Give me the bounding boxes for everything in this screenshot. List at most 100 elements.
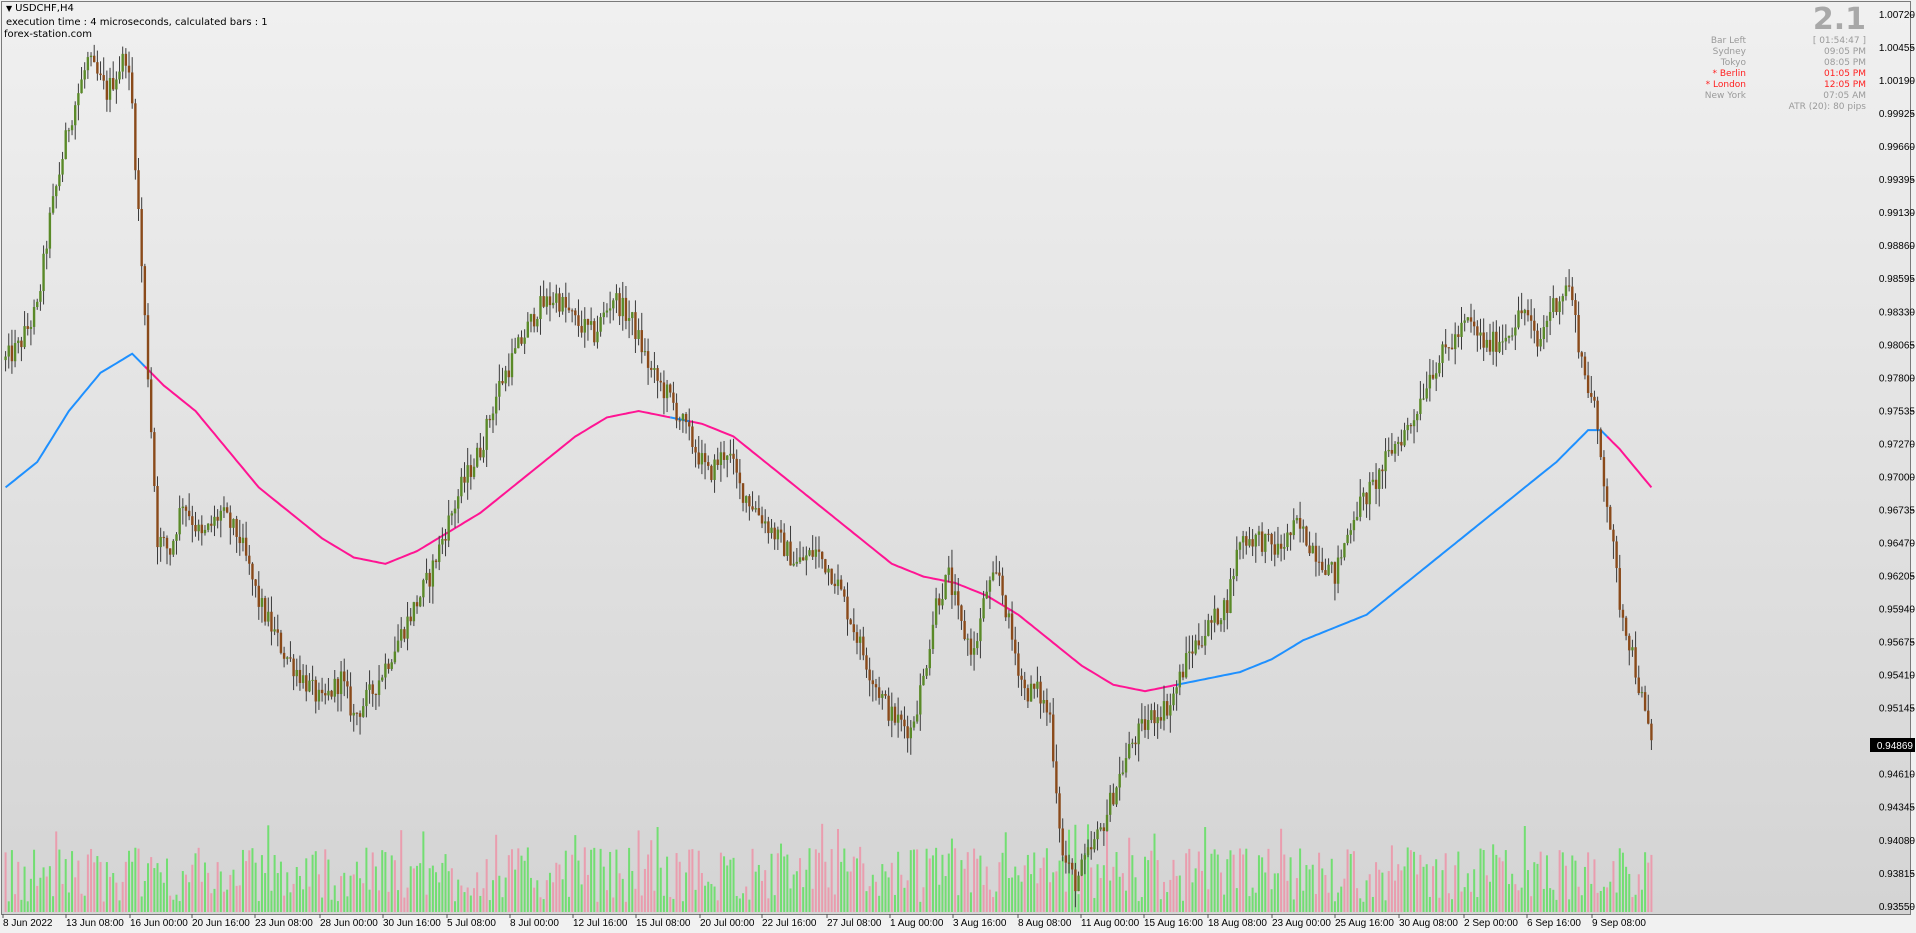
volume-bar bbox=[83, 895, 86, 912]
volume-bar bbox=[1115, 852, 1118, 912]
volume-bar bbox=[1435, 859, 1438, 912]
volume-bar bbox=[260, 855, 263, 912]
volume-bar bbox=[232, 869, 235, 912]
candle-body bbox=[1352, 519, 1356, 531]
volume-bar bbox=[1517, 890, 1520, 912]
candle-body bbox=[4, 356, 7, 361]
candle-body bbox=[194, 524, 197, 532]
candle-body bbox=[311, 679, 314, 681]
volume-bar bbox=[1299, 848, 1302, 912]
volume-bar bbox=[1337, 892, 1340, 912]
price-label: 0.98065 bbox=[1879, 340, 1916, 351]
candle-body bbox=[893, 706, 897, 723]
volume-bar bbox=[267, 825, 270, 912]
candle-body bbox=[504, 370, 507, 384]
candle-body bbox=[767, 521, 770, 534]
candle-body bbox=[1074, 869, 1077, 892]
candle-body bbox=[1302, 526, 1305, 529]
volume-bar bbox=[612, 897, 615, 912]
volume-bar bbox=[653, 890, 656, 912]
volume-bar bbox=[1606, 887, 1609, 912]
candle-body bbox=[130, 72, 134, 104]
volume-bar bbox=[843, 848, 846, 912]
volume-bar bbox=[1647, 862, 1650, 912]
candle-body bbox=[988, 580, 992, 592]
volume-bar bbox=[128, 850, 131, 912]
candle-body bbox=[998, 572, 1001, 576]
volume-bar bbox=[900, 874, 903, 912]
volume-bar bbox=[166, 858, 169, 912]
volume-bar bbox=[207, 872, 210, 912]
candle-body bbox=[1308, 545, 1311, 554]
candle-body bbox=[1102, 827, 1106, 832]
candle-body bbox=[444, 538, 447, 541]
candle-body bbox=[1080, 859, 1083, 876]
candle-body bbox=[48, 212, 52, 249]
volume-bar bbox=[995, 891, 998, 912]
candle-body bbox=[149, 379, 153, 433]
candle-body bbox=[254, 579, 257, 586]
candle-body bbox=[346, 681, 349, 687]
candle-body bbox=[665, 384, 669, 399]
candle-body bbox=[463, 476, 466, 483]
volume-bar bbox=[906, 880, 909, 912]
candle-body bbox=[1121, 772, 1125, 774]
candle-body bbox=[1295, 517, 1299, 521]
candle-body bbox=[225, 507, 229, 513]
candle-body bbox=[1029, 683, 1033, 702]
session-label: New York bbox=[1704, 91, 1746, 101]
volume-bar bbox=[1137, 901, 1140, 912]
candle-body bbox=[460, 476, 463, 497]
candle-body bbox=[820, 551, 824, 560]
price-axis[interactable]: 1.00720 1.00455 1.00190 0.99925 0.99660 0.993… bbox=[1870, 10, 1915, 913]
candle-body bbox=[1279, 543, 1283, 549]
volume-bar bbox=[811, 888, 814, 912]
candle-body bbox=[513, 348, 517, 354]
volume-bar bbox=[1615, 892, 1618, 912]
session-row: Tokyo 08:05 PM bbox=[1686, 58, 1866, 69]
volume-bar bbox=[476, 872, 479, 912]
volume-bar bbox=[213, 888, 216, 912]
candle-body bbox=[137, 170, 140, 210]
volume-bar bbox=[1409, 850, 1412, 912]
volume-bar bbox=[1099, 878, 1102, 912]
collapse-triangle-icon[interactable]: ▼ bbox=[6, 4, 13, 13]
candle-body bbox=[450, 513, 454, 516]
chart-area[interactable] bbox=[1, 1, 1911, 915]
candle-body bbox=[1571, 286, 1574, 301]
volume-bar bbox=[194, 853, 197, 912]
ma-segment-down bbox=[144, 365, 671, 565]
candle-body bbox=[1273, 544, 1276, 555]
volume-bar bbox=[631, 870, 634, 912]
candle-body bbox=[1371, 479, 1375, 482]
candle-body bbox=[656, 368, 659, 381]
volume-bar bbox=[1147, 860, 1150, 912]
candle-body bbox=[61, 159, 64, 175]
candle-body bbox=[20, 340, 23, 348]
candle-body bbox=[1321, 561, 1324, 571]
volume-bar bbox=[77, 860, 80, 912]
volume-bar bbox=[188, 882, 191, 912]
volume-bar bbox=[1270, 889, 1273, 912]
volume-bar bbox=[457, 879, 460, 912]
candle-body bbox=[153, 432, 156, 487]
candle-body bbox=[811, 550, 814, 557]
candle-body bbox=[570, 310, 574, 312]
candle-body bbox=[763, 521, 767, 524]
volume-bar bbox=[1245, 848, 1248, 912]
volume-bar bbox=[580, 884, 583, 912]
volume-bar bbox=[450, 868, 453, 912]
volume-bar bbox=[764, 870, 767, 912]
volume-bar bbox=[1413, 851, 1416, 912]
candle-body bbox=[1365, 492, 1368, 505]
time-axis[interactable]: 8 Jun 2022 13 Jun 08:00 16 Jun 00:00 20 Jun… bbox=[2, 914, 1646, 929]
volume-bar bbox=[526, 847, 529, 912]
volume-bar bbox=[52, 896, 55, 912]
candle-body bbox=[396, 640, 400, 652]
volume-bar bbox=[1631, 897, 1634, 912]
candle-body bbox=[1447, 347, 1451, 349]
chart-symbol-title[interactable]: ▼ USDCHF,H4 bbox=[6, 3, 74, 14]
volume-bar bbox=[1558, 850, 1561, 912]
volume-bar bbox=[840, 861, 843, 912]
